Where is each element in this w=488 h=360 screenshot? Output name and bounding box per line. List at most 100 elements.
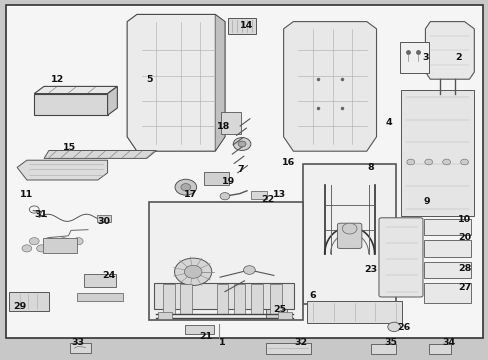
Circle shape	[424, 159, 432, 165]
Text: 15: 15	[63, 143, 76, 152]
FancyBboxPatch shape	[42, 238, 77, 253]
Text: 26: 26	[396, 323, 410, 332]
Text: 14: 14	[240, 21, 253, 30]
Text: 13: 13	[273, 190, 285, 199]
Circle shape	[387, 322, 400, 332]
Polygon shape	[44, 150, 156, 158]
Text: 10: 10	[457, 215, 470, 224]
FancyBboxPatch shape	[154, 283, 293, 309]
FancyBboxPatch shape	[250, 284, 262, 314]
Circle shape	[51, 245, 61, 252]
Circle shape	[184, 265, 202, 278]
Circle shape	[460, 159, 468, 165]
Text: 23: 23	[364, 266, 376, 275]
FancyBboxPatch shape	[9, 292, 49, 311]
FancyBboxPatch shape	[306, 301, 402, 323]
FancyBboxPatch shape	[70, 343, 91, 353]
Text: 12: 12	[51, 75, 64, 84]
Polygon shape	[400, 90, 473, 216]
FancyBboxPatch shape	[250, 191, 267, 199]
FancyBboxPatch shape	[423, 262, 470, 278]
Polygon shape	[107, 86, 117, 115]
Circle shape	[406, 159, 414, 165]
Circle shape	[175, 179, 196, 195]
Text: 34: 34	[442, 338, 454, 347]
FancyBboxPatch shape	[265, 309, 286, 318]
FancyBboxPatch shape	[399, 42, 428, 73]
Circle shape	[73, 238, 83, 245]
FancyBboxPatch shape	[158, 312, 172, 319]
Text: 32: 32	[294, 338, 307, 347]
Text: 21: 21	[198, 332, 212, 341]
Text: 11: 11	[20, 190, 34, 199]
FancyBboxPatch shape	[97, 215, 111, 222]
FancyBboxPatch shape	[378, 218, 422, 297]
Text: 35: 35	[384, 338, 397, 347]
Text: 28: 28	[457, 264, 470, 273]
FancyBboxPatch shape	[149, 202, 303, 320]
FancyBboxPatch shape	[6, 5, 482, 338]
FancyBboxPatch shape	[423, 240, 470, 257]
Polygon shape	[215, 14, 224, 151]
FancyBboxPatch shape	[303, 164, 395, 304]
FancyBboxPatch shape	[265, 343, 311, 354]
Text: 1: 1	[219, 338, 225, 347]
Text: 20: 20	[457, 233, 470, 242]
FancyBboxPatch shape	[221, 112, 241, 134]
Text: 29: 29	[13, 302, 26, 311]
FancyBboxPatch shape	[84, 274, 116, 287]
Circle shape	[59, 238, 68, 245]
Polygon shape	[34, 86, 117, 94]
Text: 22: 22	[261, 195, 274, 204]
Circle shape	[37, 245, 46, 252]
FancyBboxPatch shape	[370, 344, 395, 354]
Circle shape	[22, 245, 32, 252]
FancyBboxPatch shape	[423, 283, 470, 303]
Polygon shape	[34, 94, 107, 115]
Text: 6: 6	[309, 291, 316, 300]
Circle shape	[442, 159, 449, 165]
Circle shape	[238, 141, 245, 147]
Text: 27: 27	[457, 284, 470, 292]
FancyBboxPatch shape	[233, 284, 245, 314]
Text: 31: 31	[34, 210, 47, 219]
Circle shape	[220, 193, 229, 200]
Text: 2: 2	[454, 53, 461, 62]
FancyBboxPatch shape	[423, 219, 470, 235]
Text: 19: 19	[222, 177, 235, 186]
Circle shape	[233, 138, 250, 150]
Circle shape	[174, 258, 211, 285]
Text: 24: 24	[102, 271, 115, 280]
FancyBboxPatch shape	[216, 284, 228, 314]
FancyBboxPatch shape	[163, 284, 174, 314]
Text: 18: 18	[217, 122, 230, 131]
Text: 9: 9	[422, 197, 429, 206]
Polygon shape	[425, 22, 473, 79]
Text: 3: 3	[421, 53, 428, 62]
Text: 30: 30	[97, 217, 110, 226]
Circle shape	[44, 238, 54, 245]
Circle shape	[342, 223, 356, 234]
Circle shape	[243, 266, 255, 274]
Text: 8: 8	[366, 163, 373, 172]
Text: 33: 33	[72, 338, 84, 347]
Circle shape	[29, 238, 39, 245]
Text: 25: 25	[273, 305, 286, 314]
FancyBboxPatch shape	[203, 172, 228, 185]
Circle shape	[181, 184, 190, 191]
FancyBboxPatch shape	[77, 293, 123, 301]
Text: 4: 4	[385, 118, 391, 127]
Text: 16: 16	[281, 158, 295, 166]
Text: 5: 5	[145, 75, 152, 84]
Text: 17: 17	[183, 190, 197, 199]
FancyBboxPatch shape	[270, 284, 282, 314]
Polygon shape	[283, 22, 376, 151]
Circle shape	[66, 245, 76, 252]
FancyBboxPatch shape	[428, 344, 450, 354]
FancyBboxPatch shape	[277, 312, 291, 319]
Polygon shape	[17, 160, 107, 180]
FancyBboxPatch shape	[228, 18, 255, 34]
Polygon shape	[127, 14, 224, 151]
FancyBboxPatch shape	[184, 325, 213, 334]
FancyBboxPatch shape	[180, 284, 191, 314]
